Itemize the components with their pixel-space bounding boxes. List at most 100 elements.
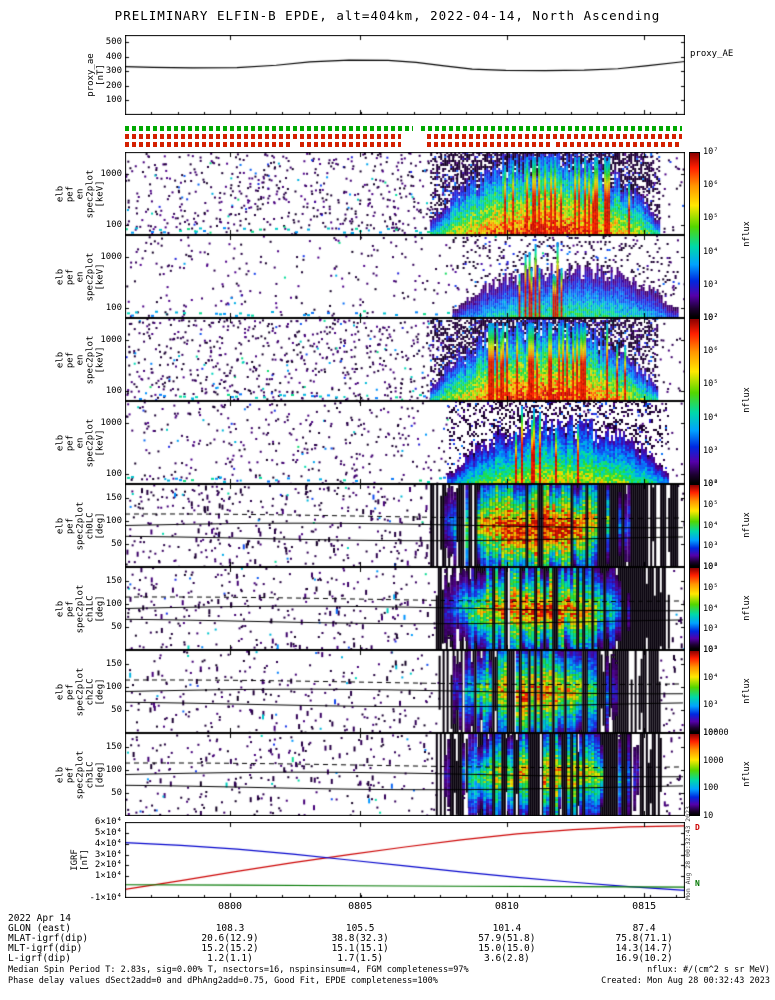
colorbar-tick: 10³ [703, 445, 719, 456]
table-cell: 75.8(71.1) [615, 933, 673, 944]
colorbar-label: nflux [742, 221, 752, 247]
panel-en_spec_2-ytick: 100 [105, 386, 122, 397]
panel-pa_ch0lc-ytick: 100 [105, 515, 122, 526]
panel-pa_ch1lc [125, 567, 685, 650]
table-cell: 1.7(1.5) [337, 953, 384, 964]
colorbar-tick: 10⁴ [703, 412, 719, 423]
flag-row-segment [420, 126, 683, 131]
colorbar-tick: 10⁵ [703, 645, 719, 655]
table-cell: 3.6(2.8) [484, 953, 530, 964]
colorbar-tick: 10 [703, 811, 714, 821]
table-cell: 108.3 [215, 923, 245, 934]
panel-proxy_ae [125, 35, 685, 115]
table-cell: 38.8(32.3) [331, 933, 389, 944]
colorbar-tick: 1000 [703, 755, 724, 766]
panel-pa_ch2lc-ytick: 150 [105, 658, 122, 669]
flag-row-segment [125, 134, 401, 139]
colorbar-tick: 10⁵ [703, 213, 719, 224]
plot-title: PRELIMINARY ELFIN-B EPDE, alt=404km, 202… [114, 8, 661, 23]
flag-row-segment [427, 142, 551, 147]
colorbar [689, 318, 700, 484]
colorbar [689, 484, 700, 567]
footer-phase-info: Phase delay values dSect2add=0 and dPhAn… [8, 976, 438, 986]
panel-igrf-ytick: 1×10⁴ [94, 871, 122, 882]
panel-proxy_ae-ytick: 400 [105, 51, 122, 62]
table-row-label: MLAT-igrf(dip) [8, 933, 89, 944]
panel-proxy_ae-ytick: 500 [105, 37, 122, 48]
colorbar-tick: 10000 [703, 728, 729, 738]
colorbar-tick: 10⁴ [703, 603, 719, 614]
panel-en_spec_0-ytick: 100 [105, 220, 122, 231]
panel-en_spec_3-ytick: 1000 [100, 417, 122, 428]
panel-en_spec_1-ytick: 100 [105, 303, 122, 314]
panel-pa_ch1lc-ytick: 100 [105, 598, 122, 609]
panel-igrf-ytick: -1×10⁴ [89, 893, 122, 903]
colorbar-tick: 10⁵ [703, 582, 719, 593]
panel-pa_ch0lc [125, 484, 685, 567]
table-cell: 14.3(14.7) [615, 943, 673, 954]
panel-en_spec_0 [125, 152, 685, 235]
panel-pa_ch3lc [125, 733, 685, 816]
colorbar-tick: 10⁶ [703, 479, 719, 489]
table-cell: 15.2(15.2) [201, 943, 259, 954]
colorbar [689, 650, 700, 733]
colorbar-tick: 10² [703, 313, 719, 323]
time-tick-label: 0810 [494, 901, 519, 912]
flag-row-segment [125, 126, 414, 131]
colorbar-tick: 10³ [703, 624, 719, 635]
colorbar [689, 733, 700, 816]
panel-proxy_ae-ytick: 200 [105, 80, 122, 91]
flag-row-segment [299, 142, 401, 147]
colorbar-label: nflux [742, 594, 752, 621]
colorbar-tick: 10⁴ [703, 520, 719, 531]
colorbar-tick: 10⁶ [703, 180, 719, 191]
panel-en_spec_0-ytick: 1000 [100, 168, 122, 179]
colorbar-label: nflux [742, 760, 752, 787]
flag-row-segment [427, 134, 683, 139]
panel-pa_ch3lc-ytick: 100 [105, 764, 122, 775]
colorbar-label: nflux [742, 387, 752, 413]
panel-proxy_ae-ytick: 100 [105, 95, 122, 106]
panel-en_spec_1-ytick: 1000 [100, 251, 122, 262]
time-tick-label: 0805 [348, 901, 373, 912]
time-tick-label: 0815 [632, 901, 657, 912]
table-cell: 15.0(15.0) [478, 943, 536, 954]
colorbar-label: nflux [742, 677, 752, 704]
table-cell: 1.2(1.1) [207, 953, 253, 964]
colorbar-tick: 10⁶ [703, 346, 719, 357]
panel-pa_ch3lc-ytick: 50 [111, 787, 122, 798]
colorbar-tick: 10² [703, 479, 719, 489]
panel-igrf-ytick: 6×10⁴ [94, 817, 122, 827]
panel-pa_ch0lc-ytick: 50 [111, 538, 122, 549]
footer-spin-info: Median Spin Period T: 2.83s, sig=0.00% T… [8, 965, 469, 975]
panel-proxy_ae-right-label: proxy_AE [690, 49, 734, 59]
colorbar-tick: 100 [703, 783, 719, 794]
panel-proxy_ae-ytick: 300 [105, 66, 122, 77]
colorbar-tick: 10⁵ [703, 379, 719, 390]
colorbar-tick: 10² [703, 645, 719, 655]
panel-en_spec_1 [125, 235, 685, 318]
flag-row-segment [125, 142, 293, 147]
panel-pa_ch3lc-ytick: 150 [105, 741, 122, 752]
panel-pa_ch0lc-ytick: 150 [105, 492, 122, 503]
time-tick-label: 0800 [217, 901, 243, 912]
footer-created: Created: Mon Aug 28 00:32:43 2023 [601, 976, 770, 986]
panel-igrf-ytick: 2×10⁴ [94, 860, 122, 871]
colorbar-tick: 10³ [703, 279, 719, 290]
panel-en_spec_2-ytick: 1000 [100, 334, 122, 345]
panel-pa_ch2lc [125, 650, 685, 733]
panel-igrf-ytick: 5×10⁴ [94, 827, 122, 838]
panel-en_spec_2 [125, 318, 685, 401]
colorbar-tick: 10⁷ [703, 313, 719, 323]
table-row-label: GLON (east) [8, 923, 71, 934]
panel-igrf-ytick: 4×10⁴ [94, 838, 122, 849]
table-cell: 57.9(51.8) [478, 933, 536, 944]
table-cell: 101.4 [492, 923, 522, 934]
panel-pa_ch2lc-ytick: 100 [105, 681, 122, 692]
colorbar-tick: 10² [703, 562, 719, 572]
footer-units: nflux: #/(cm^2 s sr MeV) [647, 965, 770, 975]
colorbar-tick: 10⁶ [703, 562, 719, 572]
table-row-label: 2022 Apr 14 [8, 913, 71, 924]
table-cell: 105.5 [345, 923, 375, 934]
